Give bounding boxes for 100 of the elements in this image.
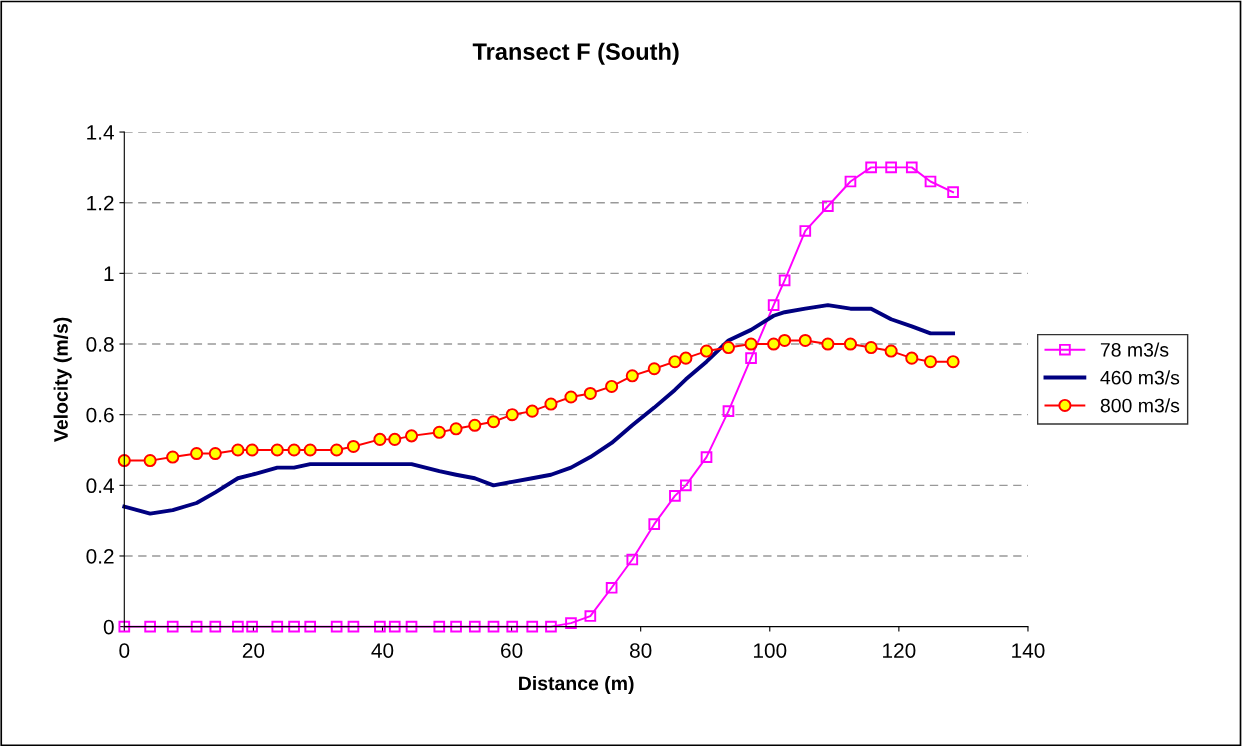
point — [700, 451, 713, 463]
y-tick-label: 0.8 — [86, 337, 114, 352]
x-tick-label: 100 — [753, 643, 787, 658]
legend-label: 78 m3/s — [1100, 342, 1169, 357]
point — [905, 351, 919, 365]
point — [544, 397, 558, 411]
point — [468, 418, 482, 432]
point — [626, 553, 639, 566]
point — [778, 333, 792, 347]
point — [208, 447, 222, 461]
point — [822, 200, 834, 213]
point — [166, 620, 179, 633]
point — [843, 337, 857, 351]
x-tick-label: 40 — [371, 643, 394, 658]
point — [118, 620, 131, 633]
point — [190, 620, 203, 633]
point — [565, 617, 577, 629]
point — [143, 454, 157, 468]
point — [745, 352, 757, 364]
point — [744, 337, 758, 351]
point — [605, 581, 618, 594]
point — [648, 518, 661, 531]
point — [303, 443, 317, 457]
point — [505, 408, 519, 422]
point — [799, 225, 812, 237]
point — [405, 620, 418, 633]
y-tick-label: 0.4 — [86, 478, 114, 494]
legend-label: 460 m3/s — [1100, 370, 1180, 385]
point — [864, 341, 878, 355]
point — [647, 362, 661, 376]
point — [245, 443, 259, 457]
y-axis-title: Velocity (m/s) — [53, 317, 72, 442]
point — [117, 454, 131, 468]
point — [374, 620, 386, 633]
point — [699, 344, 714, 358]
point — [583, 386, 597, 400]
x-axis-title: Distance (m) — [519, 675, 634, 695]
point — [865, 161, 877, 174]
point — [287, 443, 301, 457]
y-tick-label: 1.2 — [87, 195, 114, 211]
point — [584, 610, 597, 622]
point — [405, 429, 419, 443]
point — [487, 620, 500, 633]
point — [330, 620, 343, 633]
point — [468, 620, 481, 633]
point — [947, 186, 959, 198]
point — [946, 355, 960, 369]
point — [166, 450, 180, 464]
point — [346, 439, 360, 453]
point — [270, 443, 284, 457]
point — [144, 620, 156, 633]
point — [680, 479, 692, 492]
point — [450, 620, 462, 633]
point — [722, 405, 735, 417]
point — [798, 333, 812, 347]
x-tick-label: 120 — [883, 643, 916, 658]
point — [232, 620, 244, 633]
point — [347, 620, 360, 633]
point — [525, 404, 539, 418]
point — [679, 351, 693, 365]
legend-label: 800 m3/s — [1100, 398, 1180, 413]
point — [246, 620, 258, 633]
point — [190, 447, 204, 461]
point — [526, 620, 539, 633]
x-tick-label: 20 — [242, 643, 265, 658]
point — [288, 620, 300, 633]
point — [449, 422, 463, 436]
point — [778, 274, 791, 287]
point — [767, 337, 781, 351]
point — [388, 620, 401, 633]
point — [271, 620, 284, 633]
point — [231, 443, 245, 457]
y-tick-label: 0.6 — [86, 407, 114, 423]
point — [304, 620, 317, 633]
point — [433, 620, 446, 633]
point — [330, 443, 344, 457]
point — [767, 299, 780, 311]
point — [884, 344, 898, 358]
point — [388, 432, 402, 446]
x-tick-label: 80 — [630, 643, 652, 658]
x-tick-label: 140 — [1012, 643, 1045, 658]
point — [432, 425, 446, 439]
point — [905, 161, 918, 174]
point — [373, 432, 387, 446]
x-tick-label: 0 — [119, 643, 130, 658]
point — [486, 415, 501, 429]
chart-title: Transect F (South) — [472, 42, 679, 65]
point — [924, 175, 937, 188]
line-series — [122, 303, 956, 516]
y-tick-label: 1 — [104, 266, 114, 281]
point — [923, 355, 938, 369]
point — [669, 490, 681, 502]
point — [625, 369, 639, 383]
point — [545, 620, 557, 633]
point — [209, 620, 222, 633]
point — [885, 161, 897, 174]
point — [821, 337, 835, 351]
point — [506, 620, 519, 633]
x-tick-label: 60 — [501, 643, 523, 658]
y-tick-label: 0.2 — [86, 548, 114, 564]
